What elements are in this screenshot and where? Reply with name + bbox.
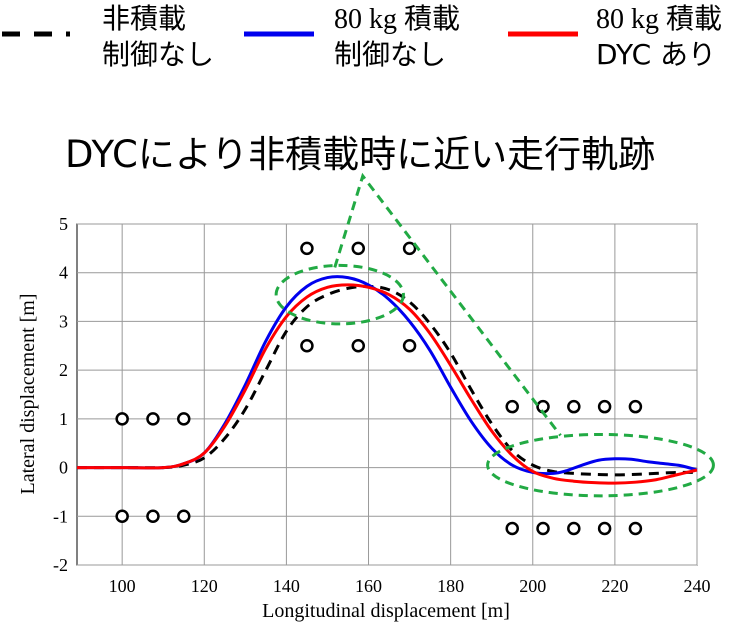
x-tick-label: 200 [519,576,546,596]
y-tick-label: -2 [53,555,68,575]
series-layer [76,275,698,485]
annotation-ellipse-0 [274,263,405,326]
grid [77,223,698,566]
y-tick-label: -1 [53,506,68,526]
x-tick-label: 120 [191,576,218,596]
tick-labels: 100 120 140 160 180 200 220 240 -2 -1 0 1 2 3 4 5 [53,214,711,596]
annotation-callout [333,172,562,437]
legend-label-1-line1: 80 kg 積載 [334,3,460,35]
y-tick-label: 4 [59,263,68,283]
cone-marker [351,241,366,256]
series-line-0 [76,284,698,477]
cone-marker [597,399,612,414]
legend: 非積載 制御なし 80 kg 積載 制御なし 80 kg 積載 DYC あり [2,2,722,71]
legend-label-1-line2: 制御なし [334,38,446,71]
plot-area [76,223,698,566]
x-tick-label: 240 [684,576,711,596]
cone-marker [115,509,129,524]
cone-marker [567,521,581,536]
x-tick-label: 100 [109,576,136,596]
y-tick-label: 1 [59,409,68,429]
legend-label-2-line1: 80 kg 積載 [596,3,722,35]
cone-marker [536,521,550,536]
cone-marker [300,339,314,353]
series-line-2 [76,283,698,485]
cone-marker [300,241,314,256]
cone-marker [505,399,519,414]
cone-marker [351,339,366,353]
cone-marker [402,241,417,256]
x-tick-label: 180 [437,576,464,596]
cone-marker [177,509,191,524]
x-tick-label: 140 [273,576,300,596]
cone-marker [597,521,612,536]
y-tick-label: 2 [59,360,68,380]
x-tick-label: 160 [355,576,382,596]
y-tick-label: 3 [59,311,68,331]
cone-marker [115,412,129,426]
y-tick-label: 0 [59,458,68,478]
cone-marker [628,399,643,414]
y-axis-label: Lateral displacement [m] [17,293,39,494]
x-tick-label: 220 [601,576,628,596]
markers [115,241,643,536]
x-axis-label: Longitudinal displacement [m] [262,600,510,622]
cone-marker [177,412,191,426]
annotation-headline: DYCにより非積載時に近い走行軌跡 [65,133,655,176]
cone-marker [146,412,160,426]
y-tick-label: 5 [59,214,68,234]
annotations [274,172,715,498]
cone-marker [505,521,519,536]
legend-label-0-line1: 非積載 [102,2,186,35]
cone-marker [628,521,643,536]
cone-marker [402,339,417,353]
cone-marker [146,509,160,524]
legend-label-0-line2: 制御なし [102,38,214,71]
cone-marker [567,399,581,414]
legend-label-2-line2: DYC あり [596,38,716,71]
annotation-ellipse-1 [486,432,715,498]
